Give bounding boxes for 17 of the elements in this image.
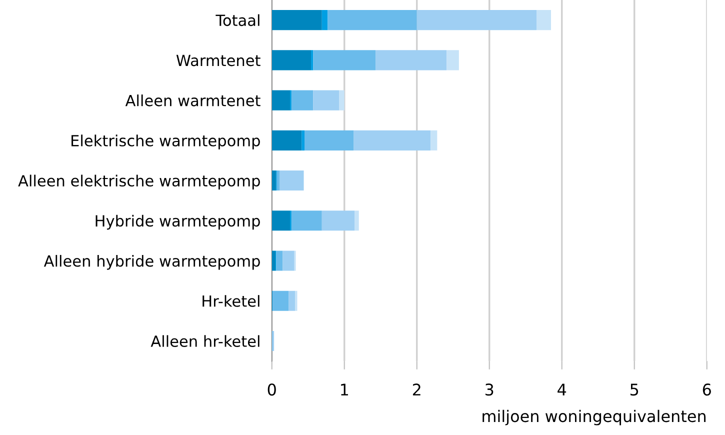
- y-tick-label: Alleen elektrische warmtepomp: [18, 174, 260, 190]
- y-tick-label: Alleen hr-ketel: [150, 335, 260, 348]
- x-axis-title: miljoen woningequivalenten: [482, 410, 706, 426]
- y-tick-label: Hybride warmtepomp: [96, 214, 260, 230]
- x-tick-label: 0: [268, 384, 276, 396]
- x-tick-label: 5: [630, 384, 638, 396]
- y-tick-label: Alleen warmtenet: [125, 94, 260, 106]
- x-tick-label: 2: [412, 384, 420, 396]
- x-tick-label: 1: [341, 384, 348, 396]
- x-tick-label: 3: [486, 384, 494, 396]
- y-tick-label: Totaal: [216, 14, 260, 26]
- y-tick-label: Warmtenet: [176, 54, 260, 66]
- y-tick-label: Alleen hybride warmtepomp: [44, 254, 260, 270]
- x-tick-label: 6: [702, 384, 711, 396]
- y-tick-label: Elektrische warmtepomp: [72, 134, 260, 150]
- x-tick-label: 4: [558, 384, 566, 396]
- y-tick-label: Hr-ketel: [202, 295, 260, 307]
